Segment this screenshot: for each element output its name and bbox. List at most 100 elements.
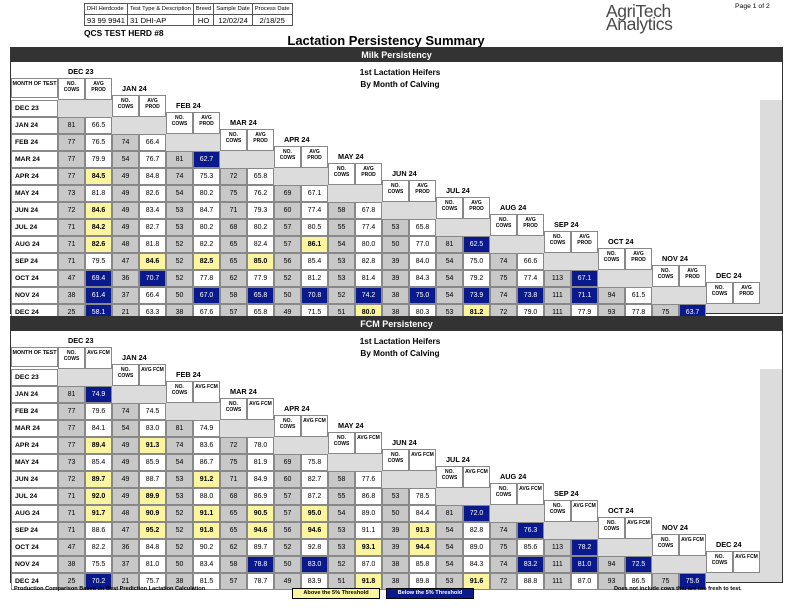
- fcm-cows-cell: 49: [112, 454, 139, 471]
- milk-avg-cell: 75.0: [463, 253, 490, 270]
- milk-cows-cell: 77: [58, 134, 85, 151]
- fcm-cows-cell: 60: [274, 471, 301, 488]
- milk-cows-cell: 47: [58, 270, 85, 287]
- fcm-cows-cell: 38: [58, 556, 85, 573]
- milk-test-month-oct-24: OCT 24: [11, 270, 58, 287]
- milk-cows-cell: 81: [166, 151, 193, 168]
- milk-step-bg: [706, 62, 760, 304]
- process-date-value: 2/18/25: [251, 14, 293, 26]
- fcm-cows-cell: 81: [436, 505, 463, 522]
- fcm-avg-cell: 89.0: [355, 505, 382, 522]
- milk-cows-cell: 74: [490, 253, 517, 270]
- fcm-cows-cell: 54: [436, 539, 463, 556]
- milk-cows-cell: 94: [598, 287, 625, 304]
- milk-cows-cell: 62: [220, 270, 247, 287]
- milk-avg-cell: 81.8: [139, 236, 166, 253]
- fcm-avg-cell: 91.3: [139, 437, 166, 454]
- fcm-avg-cell: 86.9: [247, 488, 274, 505]
- fcm-cows-cell: 77: [58, 403, 85, 420]
- milk-cows-cell: 74: [166, 168, 193, 185]
- milk-cows-header: NO. COWS: [220, 129, 247, 151]
- fcm-test-month-sep-24: SEP 24: [11, 522, 58, 539]
- milk-avg-cell: 85.0: [247, 253, 274, 270]
- milk-cows-cell: 71: [58, 219, 85, 236]
- milk-persistency-title: Milk Persistency: [11, 48, 782, 62]
- fcm-avg-cell: 70.2: [85, 573, 112, 590]
- legend-below-threshold: Below the 5% Threshold: [386, 588, 474, 599]
- fcm-cows-cell: 50: [274, 556, 301, 573]
- fcm-cows-cell: 36: [112, 539, 139, 556]
- milk-cows-header: NO. COWS: [436, 197, 463, 219]
- milk-calving-month-apr-24: APR 24: [284, 135, 310, 144]
- milk-avg-cell: 67.1: [571, 270, 598, 287]
- fcm-avg-cell: 74.5: [139, 403, 166, 420]
- milk-avg-cell: 76.5: [85, 134, 112, 151]
- fcm-avg-cell: 84.8: [139, 539, 166, 556]
- fcm-avg-cell: 89.0: [463, 539, 490, 556]
- fcm-cows-cell: 75: [652, 573, 679, 590]
- milk-cows-header: NO. COWS: [58, 78, 85, 100]
- fcm-cows-header: NO. COWS: [652, 534, 679, 556]
- milk-cows-cell: 50: [274, 287, 301, 304]
- fcm-cows-cell: 53: [166, 471, 193, 488]
- fcm-avg-cell: 88.8: [517, 573, 544, 590]
- fcm-cows-header: NO. COWS: [490, 483, 517, 505]
- milk-avg-header: AVG PROD: [247, 129, 274, 151]
- fcm-test-month-may-24: MAY 24: [11, 454, 58, 471]
- fcm-avg-cell: 89.4: [85, 437, 112, 454]
- fcm-cows-cell: 72: [220, 437, 247, 454]
- fcm-calving-month-dec-24: DEC 24: [716, 540, 742, 549]
- fcm-avg-header: AVG FCM: [463, 466, 490, 488]
- fcm-cows-cell: 58: [220, 556, 247, 573]
- fcm-avg-cell: 83.0: [301, 556, 328, 573]
- milk-avg-cell: 66.5: [85, 117, 112, 134]
- milk-cows-cell: 53: [328, 253, 355, 270]
- fcm-avg-header: AVG FCM: [679, 534, 706, 556]
- milk-cows-cell: 72: [220, 168, 247, 185]
- milk-cows-cell: 47: [112, 253, 139, 270]
- fcm-calving-month-dec-23: DEC 23: [68, 336, 94, 345]
- milk-cows-cell: 71: [220, 202, 247, 219]
- fcm-calving-month-jul-24: JUL 24: [446, 455, 470, 464]
- milk-cows-header: NO. COWS: [652, 265, 679, 287]
- fcm-cows-cell: 57: [220, 573, 247, 590]
- fcm-cows-cell: 57: [274, 505, 301, 522]
- fcm-cows-cell: 52: [166, 539, 193, 556]
- fcm-calving-month-feb-24: FEB 24: [176, 370, 201, 379]
- fcm-avg-cell: 82.8: [463, 522, 490, 539]
- fcm-avg-cell: 81.5: [193, 573, 220, 590]
- milk-avg-cell: 65.8: [247, 287, 274, 304]
- milk-step-bg: [490, 62, 544, 236]
- fcm-cows-cell: 54: [328, 505, 355, 522]
- fcm-cows-header: NO. COWS: [166, 381, 193, 403]
- milk-avg-cell: 84.6: [139, 253, 166, 270]
- fcm-test-month-jun-24: JUN 24: [11, 471, 58, 488]
- fcm-avg-cell: 91.8: [193, 522, 220, 539]
- milk-avg-cell: 77.8: [193, 270, 220, 287]
- fcm-cows-cell: 39: [382, 539, 409, 556]
- fcm-avg-cell: 81.9: [247, 454, 274, 471]
- milk-persistency-section: Milk Persistency 1st Lactation Heifers By…: [10, 47, 783, 321]
- milk-avg-header: AVG PROD: [625, 248, 652, 270]
- fcm-cows-header: NO. COWS: [382, 449, 409, 471]
- fcm-cows-cell: 74: [112, 403, 139, 420]
- fcm-avg-cell: 86.8: [355, 488, 382, 505]
- fcm-cows-cell: 48: [112, 505, 139, 522]
- milk-cows-cell: 74: [112, 134, 139, 151]
- milk-subtitle-1: 1st Lactation Heifers: [359, 68, 441, 77]
- milk-avg-cell: 65.8: [409, 219, 436, 236]
- fcm-cows-header: NO. COWS: [328, 432, 355, 454]
- fcm-avg-cell: 88.6: [85, 522, 112, 539]
- milk-cows-cell: 52: [166, 270, 193, 287]
- fcm-cows-cell: 71: [220, 471, 247, 488]
- fcm-avg-cell: 91.1: [355, 522, 382, 539]
- milk-calving-month-oct-24: OCT 24: [608, 237, 634, 246]
- fcm-cows-cell: 81: [166, 420, 193, 437]
- fcm-avg-cell: 94.4: [409, 539, 436, 556]
- footer-note-left: Production Comparison Based on Best Pred…: [14, 586, 206, 592]
- milk-cows-header: NO. COWS: [706, 282, 733, 304]
- fcm-test-month-apr-24: APR 24: [11, 437, 58, 454]
- fcm-cows-cell: 71: [58, 522, 85, 539]
- milk-avg-cell: 69.4: [85, 270, 112, 287]
- milk-avg-header: AVG PROD: [193, 112, 220, 134]
